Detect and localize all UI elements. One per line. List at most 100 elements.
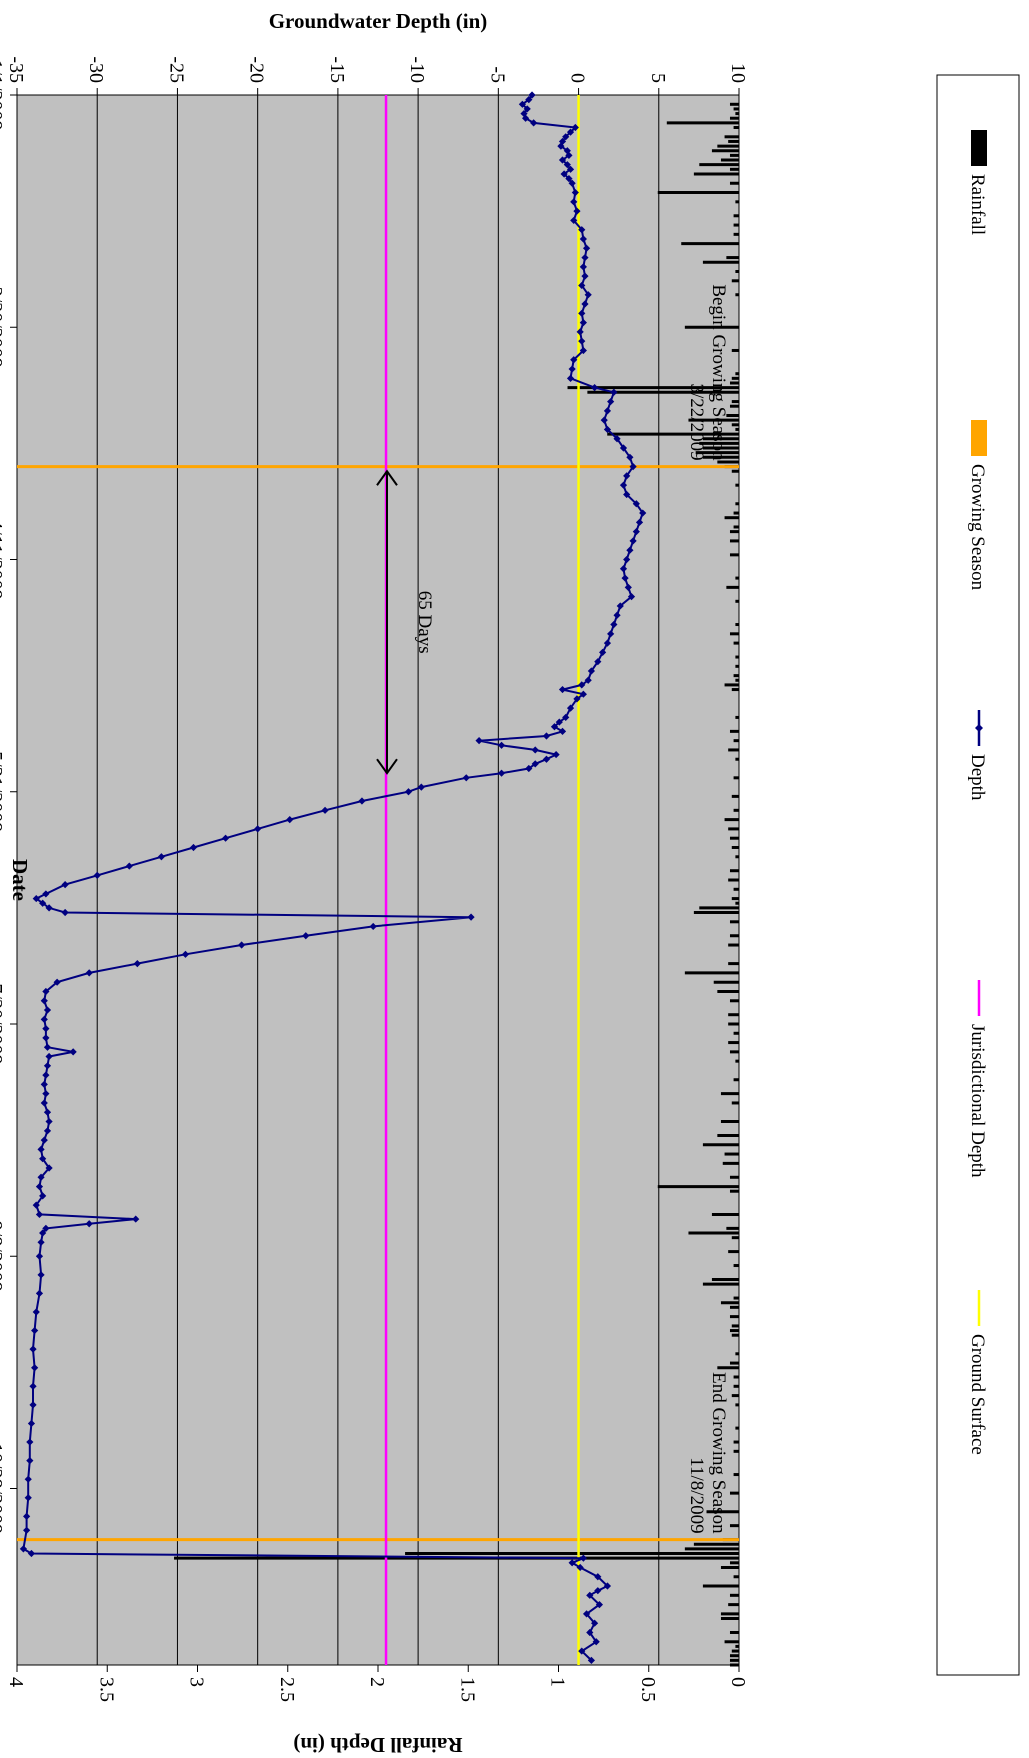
depth-marker	[586, 1591, 594, 1599]
depth-marker	[31, 1326, 39, 1335]
depth-marker	[542, 732, 551, 740]
depth-marker	[369, 922, 377, 931]
depth-marker	[627, 593, 636, 601]
depth-marker	[302, 932, 310, 940]
depth-series	[19, 91, 647, 1664]
depth-marker	[578, 337, 586, 345]
depth-marker	[623, 490, 631, 499]
y-tick-label: 0	[567, 73, 589, 83]
depth-marker	[467, 913, 475, 921]
depth-marker	[542, 755, 551, 763]
x-tick-label: 9/8/2009	[0, 1221, 6, 1292]
depth-marker	[566, 165, 575, 173]
y2-tick-label: 0	[727, 1677, 749, 1687]
depth-marker	[35, 1289, 44, 1298]
depth-marker	[594, 1573, 602, 1581]
depth-marker	[40, 1136, 48, 1144]
depth-marker	[587, 667, 595, 675]
depth-marker	[27, 1419, 36, 1428]
legend-swatch-1	[971, 420, 987, 456]
depth-marker	[555, 718, 563, 726]
depth-marker	[42, 1224, 50, 1232]
depth-marker	[563, 147, 571, 155]
depth-marker	[594, 658, 602, 666]
legend-label-4: Ground Surface	[967, 1334, 988, 1455]
depth-marker	[531, 746, 539, 754]
depth-marker	[581, 300, 589, 308]
depth-marker	[599, 648, 607, 656]
depth-marker	[132, 1215, 140, 1223]
depth-marker	[525, 96, 533, 104]
depth-marker	[568, 1559, 576, 1567]
annotations: Begin Growing Season3/22/2009 End Growing…	[376, 284, 729, 1534]
depth-marker	[558, 727, 567, 735]
depth-marker	[475, 737, 483, 745]
depth-marker	[632, 500, 640, 508]
depth-marker	[560, 170, 568, 178]
depth-marker	[40, 1099, 48, 1107]
span-arrow-head-right	[376, 758, 398, 775]
depth-marker	[61, 908, 69, 917]
y-tick-label: -25	[165, 56, 187, 83]
legend-box	[936, 74, 1020, 1676]
depth-marker	[53, 978, 61, 986]
depth-marker	[562, 713, 570, 722]
end-growing-season-label: End Growing Season11/8/2009	[686, 1372, 729, 1534]
plot-area	[16, 94, 740, 1666]
begin-growing-season-line: Begin Growing Season	[708, 284, 729, 461]
depth-marker	[562, 133, 570, 141]
depth-marker	[566, 374, 575, 382]
depth-marker	[595, 1601, 604, 1609]
end-growing-season-line: 11/8/2009	[686, 1457, 707, 1533]
depth-marker	[616, 602, 624, 610]
depth-marker	[85, 969, 93, 977]
depth-marker	[578, 1647, 586, 1655]
depth-marker	[579, 690, 587, 698]
depth-marker	[626, 546, 634, 554]
reference-lines	[384, 95, 580, 1665]
depth-marker	[565, 151, 573, 159]
depth-marker	[576, 1563, 584, 1572]
depth-marker	[39, 1192, 47, 1200]
depth-marker	[557, 142, 565, 150]
depth-marker	[37, 1145, 45, 1154]
depth-marker	[558, 685, 567, 694]
span-label: 65 Days	[414, 591, 435, 654]
depth-marker	[26, 1438, 34, 1446]
depth-marker	[37, 1173, 45, 1181]
depth-marker	[525, 764, 533, 773]
depth-marker	[579, 235, 587, 243]
y2-tick-label: 3.5	[95, 1677, 117, 1702]
depth-marker	[45, 1164, 53, 1172]
depth-marker	[582, 244, 591, 252]
depth-marker	[85, 1220, 93, 1228]
depth-marker	[586, 1628, 594, 1637]
x-tick-label: 1/1/2009	[0, 59, 6, 130]
depth-marker	[42, 1090, 50, 1098]
depth-marker	[613, 611, 621, 619]
begin-growing-season-line: 3/22/2009	[686, 384, 707, 461]
depth-marker	[603, 407, 612, 415]
depth-marker	[358, 797, 366, 805]
depth-marker	[621, 574, 629, 582]
legend-label-0: Rainfall	[967, 174, 988, 235]
y-tick-label: -5	[486, 66, 508, 83]
depth-marker	[592, 1638, 600, 1646]
depth-marker	[550, 723, 559, 731]
depth-marker	[42, 1034, 50, 1042]
depth-marker	[43, 1006, 52, 1014]
legend-label-3: Jurisdictional Depth	[967, 1024, 988, 1178]
depth-marker	[40, 1015, 48, 1023]
depth-marker	[579, 346, 587, 355]
depth-marker	[531, 760, 539, 768]
depth-marker	[607, 630, 615, 638]
y-tick-label: -30	[85, 56, 107, 83]
depth-marker	[417, 783, 425, 791]
depth-marker	[632, 528, 640, 536]
depth-marker	[558, 156, 567, 164]
depth-marker	[563, 161, 571, 169]
depth-marker	[600, 416, 608, 424]
legend-label-1: Growing Season	[967, 464, 988, 591]
